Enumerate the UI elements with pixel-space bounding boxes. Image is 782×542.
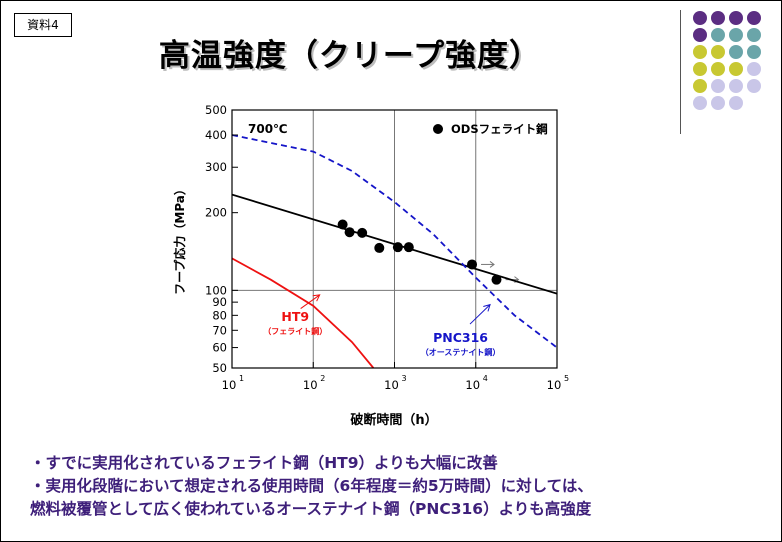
decor-dot [747, 79, 761, 93]
decor-dot [711, 96, 725, 110]
annotation-ht9-arrow-head [312, 294, 321, 302]
bullet-list: ・すでに実用化されているフェライト鋼（HT9）よりも大幅に改善 ・実用化段階にお… [30, 452, 770, 521]
x-axis-title: 破断時間（h） [350, 412, 437, 428]
bullet-1: ・すでに実用化されているフェライト鋼（HT9）よりも大幅に改善 [30, 454, 498, 472]
temperature-label: 700℃ [248, 122, 288, 136]
chart-grid [232, 110, 557, 368]
x-tick-label: 10 [222, 378, 237, 392]
y-tick-label: 500 [205, 103, 227, 117]
y-tick-label: 80 [212, 308, 227, 322]
decor-dot [711, 62, 725, 76]
annotation-pnc316-arrow-head [483, 303, 491, 312]
decor-dot [729, 11, 743, 25]
legend-marker [433, 124, 443, 134]
x-tick-exponent: 2 [320, 374, 325, 383]
decor-dot [729, 96, 743, 110]
decor-dot [711, 45, 725, 59]
decor-dot [693, 62, 707, 76]
decor-dot [711, 11, 725, 25]
y-tick-label: 90 [212, 295, 227, 309]
y-tick-label: 200 [205, 206, 227, 220]
annotation-ht9-arrow [300, 294, 320, 309]
document-tag: 資料4 [14, 13, 72, 37]
x-tick-label: 10 [303, 378, 318, 392]
x-tick-exponent: 1 [239, 374, 244, 383]
x-tick-exponent: 5 [564, 374, 569, 383]
decor-dot [693, 79, 707, 93]
series-line-ODSフェライト鋼-fit [232, 193, 557, 295]
series-line-PNC316 [232, 134, 557, 349]
decor-divider [680, 10, 681, 134]
annotation-ht9-sublabel: （フェライト鋼） [263, 326, 327, 336]
decor-dot [747, 62, 761, 76]
data-point [491, 274, 502, 285]
decor-dot [729, 45, 743, 59]
annotation-pnc316-label: PNC316 [433, 330, 488, 345]
decor-dot [729, 28, 743, 42]
y-tick-label: 60 [212, 341, 227, 355]
x-tick-label: 10 [465, 378, 480, 392]
data-point [374, 242, 385, 253]
y-tick-label: 70 [212, 323, 227, 337]
decor-dot [693, 96, 707, 110]
bullet-2: ・実用化段階において想定される使用時間（6年程度＝約5万時間）に対しては、 [30, 477, 593, 495]
decor-dot [747, 11, 761, 25]
y-tick-label: 300 [205, 160, 227, 174]
y-tick-label: 400 [205, 128, 227, 142]
series-line-HT9 [232, 257, 375, 368]
decor-dot [693, 11, 707, 25]
chart-annotations: HT9 （フェライト鋼） PNC316 （オーステナイト鋼） [263, 294, 501, 357]
y-tick-label: 50 [212, 361, 227, 375]
legend-label: ODSフェライト鋼 [451, 122, 548, 136]
annotation-pnc316-sublabel: （オーステナイト鋼） [421, 347, 501, 357]
decor-dot [711, 79, 725, 93]
chart-series [232, 134, 557, 368]
decor-dot [747, 28, 761, 42]
decor-dot-grid [693, 11, 761, 110]
x-tick-label: 10 [384, 378, 399, 392]
runout-arrow-head [489, 261, 495, 268]
y-axis-title: フープ応力（MPa） [172, 183, 187, 295]
slide-title: 高温強度（クリープ強度） [158, 38, 542, 74]
decor-dot [729, 79, 743, 93]
decor-dot [747, 45, 761, 59]
bullet-3: 燃料被覆管として広く使われているオーステナイト鋼（PNC316）よりも高強度 [30, 500, 592, 518]
decor-dot [729, 62, 743, 76]
decor-dot [711, 28, 725, 42]
decor-dot [693, 45, 707, 59]
x-tick-label: 10 [547, 378, 562, 392]
annotation-ht9-label: HT9 [281, 309, 309, 324]
annotation-pnc316-arrow [469, 304, 491, 325]
y-tick-label: 100 [205, 283, 227, 297]
decor-dot [693, 28, 707, 42]
x-tick-exponent: 3 [402, 374, 407, 383]
x-tick-exponent: 4 [483, 374, 488, 383]
